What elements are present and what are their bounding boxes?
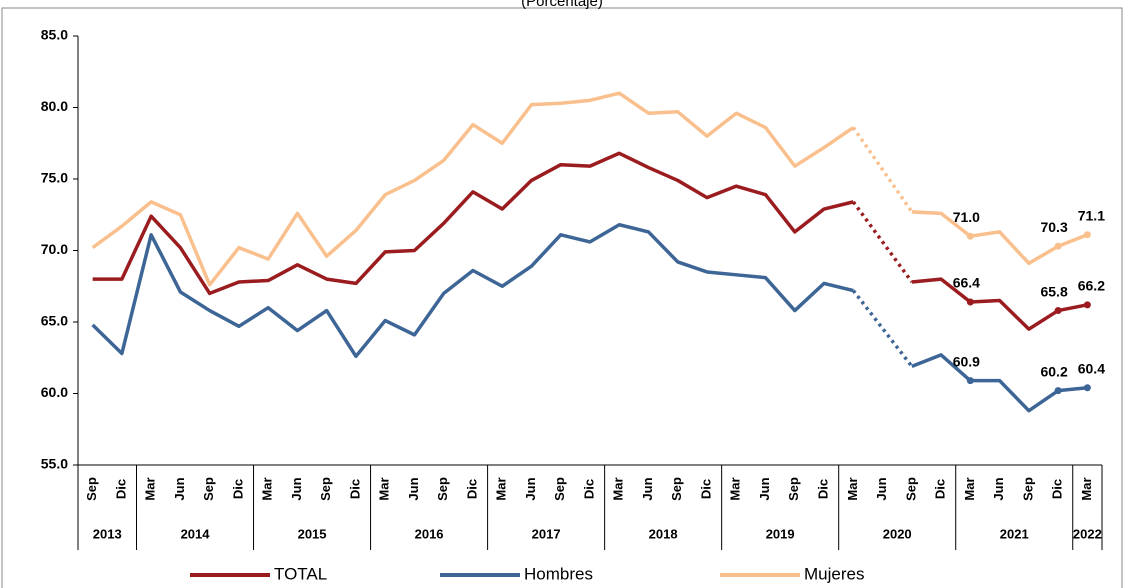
x-group-label: 2022 <box>1073 526 1102 541</box>
point-marker <box>966 232 974 240</box>
series-gap-bridge <box>851 289 914 368</box>
x-tick-label: Mar <box>845 477 860 500</box>
value-label: 71.0 <box>953 209 980 225</box>
point-marker <box>1083 231 1091 239</box>
x-tick-label: Jun <box>757 477 772 500</box>
value-label: 71.1 <box>1078 207 1105 223</box>
x-tick-label: Dic <box>230 479 245 499</box>
series-line <box>91 91 855 287</box>
x-tick-label: Mar <box>728 477 743 500</box>
x-tick-label: Sep <box>435 477 450 501</box>
x-tick-label: Sep <box>201 477 216 501</box>
x-tick-label: Jun <box>640 477 655 500</box>
x-tick-label: Sep <box>903 477 918 501</box>
series-gap-bridge <box>851 126 914 213</box>
x-tick-label: Dic <box>1050 479 1065 499</box>
series-gap-bridge <box>851 200 914 283</box>
x-tick-label: Sep <box>1020 477 1035 501</box>
y-tick-label: 70.0 <box>41 241 68 257</box>
x-tick-label: Mar <box>260 477 275 500</box>
chart-subtitle: (Porcentaje) <box>521 0 603 10</box>
x-tick-label: Mar <box>962 477 977 500</box>
x-tick-label: Mar <box>611 477 626 500</box>
point-marker <box>1083 384 1091 392</box>
x-group-label: 2015 <box>298 526 327 541</box>
x-tick-label: Sep <box>552 477 567 501</box>
legend-label: TOTAL <box>274 564 327 583</box>
x-tick-label: Mar <box>1079 477 1094 500</box>
y-tick-label: 55.0 <box>41 456 68 472</box>
x-group-label: 2020 <box>883 526 912 541</box>
x-tick-label: Sep <box>786 477 801 501</box>
chart-border <box>1 7 1123 588</box>
y-tick-label: 80.0 <box>41 98 68 114</box>
x-group-label: 2018 <box>649 526 678 541</box>
y-tick-label: 60.0 <box>41 384 68 400</box>
legend-label: Hombres <box>524 564 593 583</box>
value-label: 66.4 <box>953 275 980 291</box>
x-tick-label: Dic <box>698 479 713 499</box>
value-label: 60.9 <box>953 353 980 369</box>
x-tick-label: Dic <box>933 479 948 499</box>
x-tick-label: Dic <box>815 479 830 499</box>
x-group-label: 2019 <box>766 526 795 541</box>
x-group-label: 2017 <box>532 526 561 541</box>
x-group-label: 2016 <box>415 526 444 541</box>
x-tick-label: Dic <box>464 479 479 499</box>
x-tick-label: Mar <box>377 477 392 500</box>
x-tick-label: Dic <box>347 479 362 499</box>
x-group-label: 2021 <box>1000 526 1029 541</box>
point-marker <box>1083 301 1091 309</box>
x-tick-label: Dic <box>113 479 128 499</box>
x-group-label: 2014 <box>181 526 211 541</box>
value-label: 70.3 <box>1040 219 1067 235</box>
y-tick-label: 75.0 <box>41 170 68 186</box>
x-tick-label: Dic <box>581 479 596 499</box>
x-tick-label: Sep <box>669 477 684 501</box>
point-marker <box>1054 242 1062 250</box>
value-label: 60.2 <box>1040 363 1067 379</box>
point-marker <box>1054 307 1062 315</box>
series-line <box>92 151 854 296</box>
x-tick-label: Jun <box>406 477 421 500</box>
point-marker <box>966 298 974 306</box>
x-tick-label: Sep <box>318 477 333 501</box>
x-tick-label: Jun <box>523 477 538 500</box>
point-marker <box>966 377 974 385</box>
point-marker <box>1054 387 1062 395</box>
value-label: 60.4 <box>1078 360 1105 376</box>
x-group-label: 2013 <box>93 526 122 541</box>
y-tick-label: 85.0 <box>41 27 68 43</box>
value-label: 65.8 <box>1040 283 1067 299</box>
value-label: 66.2 <box>1078 278 1105 294</box>
x-tick-label: Sep <box>84 477 99 501</box>
series-line <box>91 223 854 359</box>
x-tick-label: Jun <box>289 477 304 500</box>
x-tick-label: Mar <box>143 477 158 500</box>
x-tick-label: Jun <box>172 477 187 500</box>
x-tick-label: Jun <box>991 477 1006 500</box>
y-tick-label: 65.0 <box>41 313 68 329</box>
x-tick-label: Jun <box>874 477 889 500</box>
x-tick-label: Mar <box>494 477 509 500</box>
legend-label: Mujeres <box>804 564 864 583</box>
